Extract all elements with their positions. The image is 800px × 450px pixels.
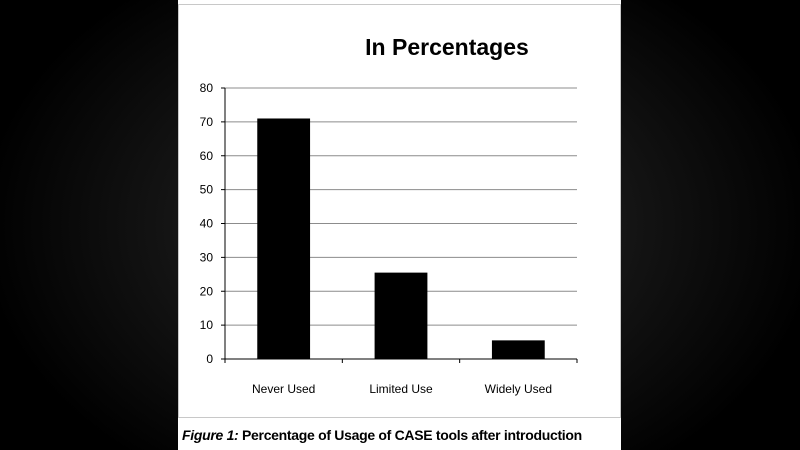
- bar-never-used: [257, 118, 311, 359]
- caption-text: Percentage of Usage of CASE tools after …: [242, 427, 582, 443]
- y-axis-ticks: 0 10 20 30 40 50 60 70 80: [200, 81, 225, 366]
- figure-caption: Figure 1: Percentage of Usage of CASE to…: [182, 427, 622, 443]
- chart-frame: In Percentages 0 10 20 30 40 50 60 70 80 Never U…: [178, 4, 621, 418]
- y-tick-label: 50: [200, 183, 214, 197]
- y-tick-label: 80: [200, 81, 214, 95]
- x-tick-label: Never Used: [252, 382, 315, 396]
- x-tick-label: Limited Use: [369, 382, 433, 396]
- x-axis-labels: Never Used Limited Use Widely Used: [224, 359, 578, 396]
- figure-panel: In Percentages 0 10 20 30 40 50 60 70 80 Never U…: [178, 0, 621, 450]
- y-tick-label: 60: [200, 149, 214, 163]
- chart-title: In Percentages: [365, 34, 529, 60]
- bar-chart: In Percentages 0 10 20 30 40 50 60 70 80 Never U…: [200, 34, 578, 396]
- bars: [257, 118, 545, 359]
- caption-label: Figure 1:: [182, 427, 239, 443]
- y-tick-label: 40: [200, 217, 214, 231]
- y-tick-label: 10: [200, 318, 214, 332]
- y-tick-label: 0: [206, 352, 213, 366]
- x-tick-label: Widely Used: [485, 382, 552, 396]
- y-tick-label: 30: [200, 250, 214, 264]
- y-tick-label: 70: [200, 115, 214, 129]
- bar-widely-used: [491, 340, 545, 359]
- bar-limited-use: [374, 272, 428, 359]
- y-tick-label: 20: [200, 284, 214, 298]
